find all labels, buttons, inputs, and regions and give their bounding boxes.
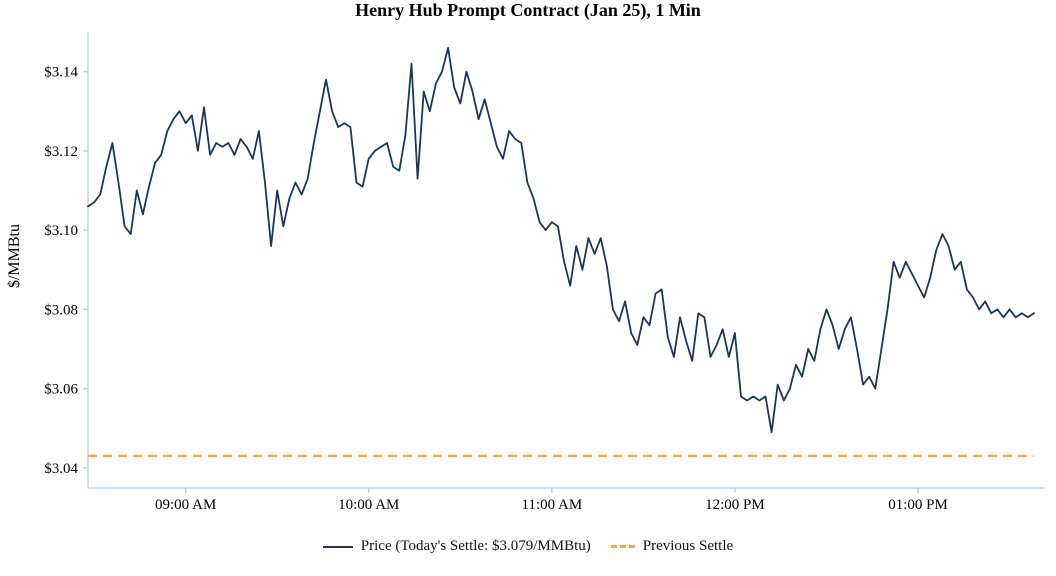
x-tick-label: 10:00 AM <box>338 497 399 513</box>
legend-item-price: Price (Today's Settle: $3.079/MMBtu) <box>322 538 591 555</box>
y-tick-label: $3.06 <box>44 382 78 398</box>
chart-title: Henry Hub Prompt Contract (Jan 25), 1 Mi… <box>355 0 701 20</box>
y-tick-label: $3.14 <box>44 65 78 81</box>
x-tick-label: 09:00 AM <box>155 497 216 513</box>
previous-settle-dash-swatch <box>610 545 635 548</box>
x-tick-label: 11:00 AM <box>521 497 582 513</box>
legend-price-label: Price (Today's Settle: $3.079/MMBtu) <box>360 538 591 554</box>
price-chart-canvas: $3.04 $3.06 $3.08 $3.10 $3.12 $3.14 09:00 AM 10… <box>44 32 1044 513</box>
y-tick-label: $3.04 <box>44 461 78 477</box>
y-tick-label: $3.08 <box>44 302 78 318</box>
legend-item-previous-settle: Previous Settle <box>610 538 734 555</box>
price-line <box>87 47 1035 434</box>
y-tick-label: $3.10 <box>44 223 78 239</box>
chart-legend: Price (Today's Settle: $3.079/MMBtu) Pre… <box>0 538 1056 555</box>
x-tick-label: 01:00 PM <box>888 497 948 513</box>
legend-previous-settle-label: Previous Settle <box>642 538 734 554</box>
x-tick-label: 12:00 PM <box>705 497 765 513</box>
y-tick-label: $3.12 <box>44 144 78 160</box>
price-line-swatch <box>322 545 353 548</box>
